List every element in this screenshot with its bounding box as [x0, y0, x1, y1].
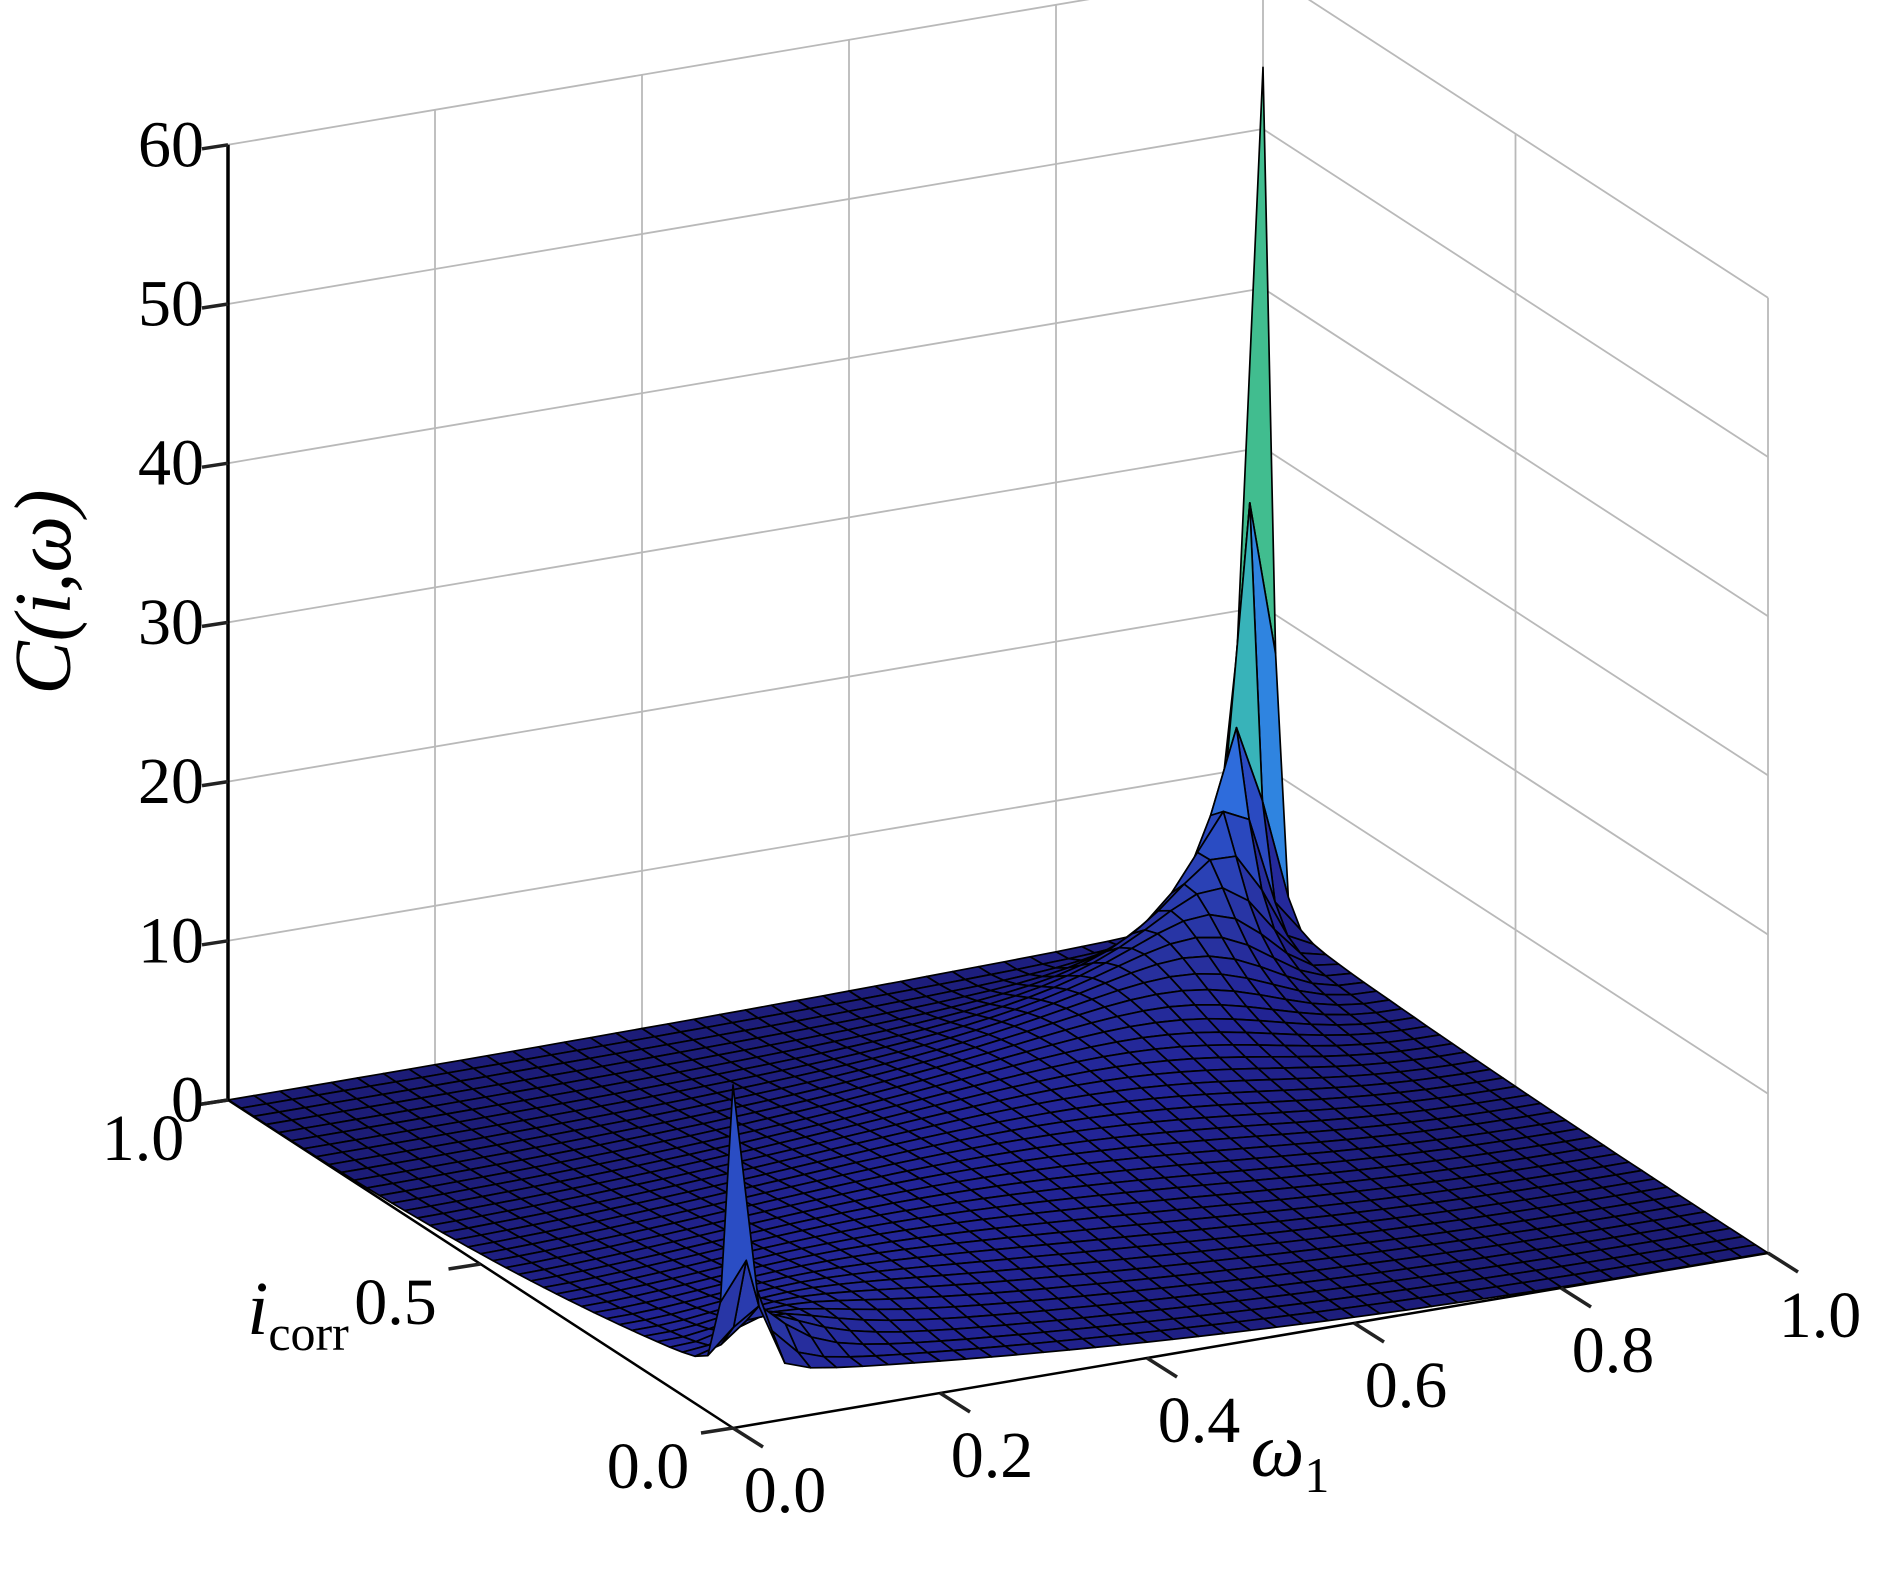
y-tick-label: 0.5 [354, 1266, 437, 1339]
z-tick-label: 30 [138, 586, 204, 659]
z-tick-label: 40 [138, 427, 204, 500]
z-tick-label: 20 [138, 745, 204, 818]
x-axis-title: ω1 [1251, 1409, 1330, 1503]
x-tick-label: 0.4 [1158, 1384, 1241, 1457]
x-tick-label: 1.0 [1779, 1279, 1862, 1352]
x-tick-label: 0.8 [1572, 1314, 1655, 1387]
y-axis-title: icorr [247, 1267, 349, 1361]
z-axis [201, 143, 230, 1106]
z-tick-label: 50 [138, 268, 204, 341]
z-axis-title: C(i,ω) [0, 489, 88, 694]
x-tick-label: 0.2 [951, 1419, 1034, 1492]
bottom-axes [195, 1098, 1799, 1449]
y-tick-label: 1.0 [102, 1102, 185, 1175]
x-tick-label: 0.6 [1365, 1349, 1448, 1422]
z-tick-label: 60 [138, 108, 204, 181]
z-tick-label: 0 [171, 1064, 204, 1137]
surface-mesh [227, 66, 1769, 1369]
y-tick-label: 0.0 [607, 1430, 690, 1503]
axis-labels: 0 10 20 30 40 50 60 0.0 0.2 0.4 0.6 0.8 1.0 0.0 0.5 1.0… [0, 108, 1861, 1527]
z-tick-label: 10 [138, 904, 204, 977]
x-tick-label: 0.0 [744, 1454, 827, 1527]
